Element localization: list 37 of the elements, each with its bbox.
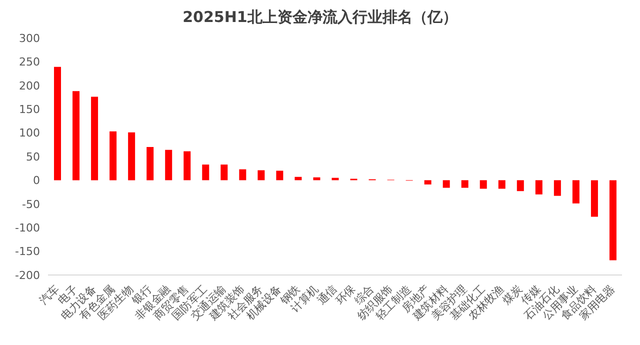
- bar: [239, 169, 246, 180]
- bar: [516, 180, 524, 192]
- bar: [554, 180, 561, 196]
- y-tick-label: 100: [19, 126, 40, 140]
- bar: [184, 151, 191, 180]
- bar: [72, 91, 80, 180]
- bar: [220, 164, 228, 180]
- bar: [110, 131, 117, 180]
- y-tick-label: 0: [33, 174, 40, 188]
- y-tick-label: 300: [19, 32, 40, 45]
- y-tick-label: -150: [15, 245, 40, 258]
- y-tick-label: -100: [15, 222, 40, 235]
- y-tick-label: -200: [15, 268, 40, 282]
- bar: [442, 180, 450, 188]
- y-tick-label: 150: [19, 103, 40, 116]
- bar: [572, 180, 580, 204]
- bar: [461, 180, 468, 188]
- y-tick-label: 250: [19, 56, 40, 69]
- bar: [498, 180, 506, 189]
- bar: [535, 180, 542, 194]
- chart-title: 2025H1北上资金净流入行业排名（亿）: [182, 8, 458, 28]
- y-tick-label: 200: [19, 79, 40, 92]
- bar: [294, 176, 302, 180]
- bar: [590, 180, 598, 217]
- bar: [54, 66, 61, 180]
- bar: [128, 132, 136, 180]
- y-tick-label: -50: [22, 198, 40, 211]
- bar: [480, 180, 487, 189]
- bar: [276, 170, 284, 180]
- y-tick-label: 50: [26, 150, 40, 164]
- bar: [609, 180, 616, 260]
- bar: [165, 150, 172, 180]
- bar: [258, 170, 265, 180]
- bar: [202, 164, 210, 180]
- bar: [91, 96, 98, 180]
- bar: [146, 147, 154, 180]
- bar: [424, 180, 432, 184]
